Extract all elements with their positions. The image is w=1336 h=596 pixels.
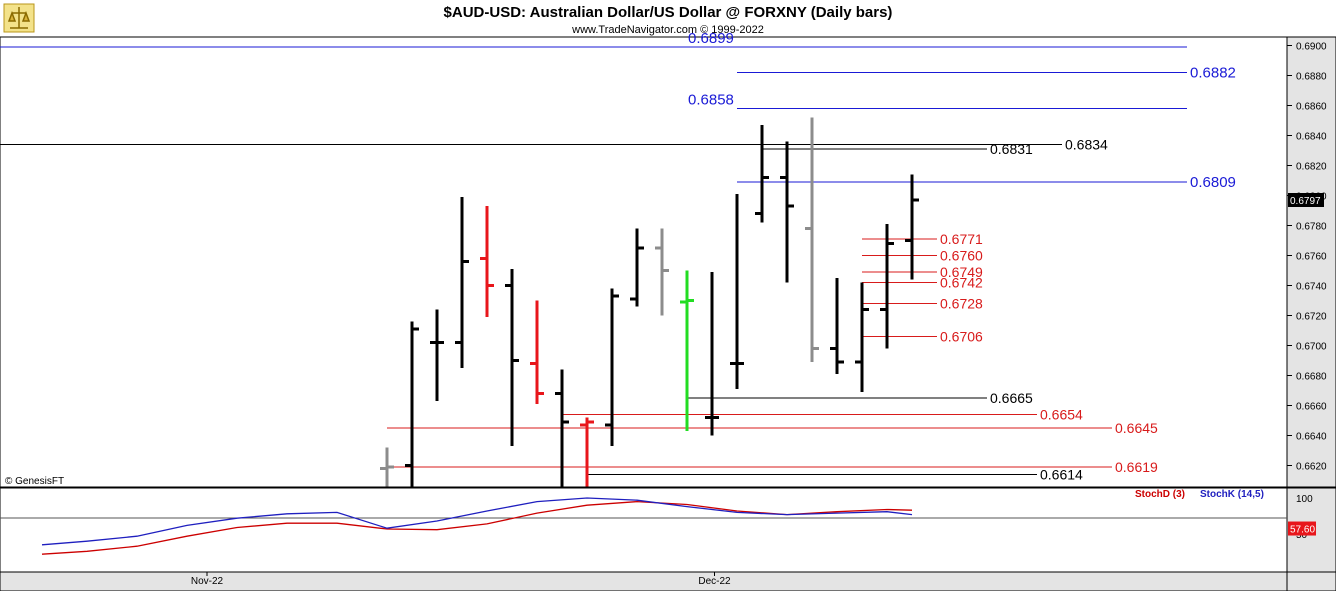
ohlc-bar [405,321,419,487]
copyright-label: © GenesisFT [5,476,64,487]
ohlc-bars [380,117,919,487]
ohlc-bar [805,117,819,362]
level-label-0.6742: 0.6742 [940,275,983,291]
price-tick-label: 0.6760 [1296,252,1327,263]
level-label-0.6614: 0.6614 [1040,467,1083,483]
ohlc-bar [580,417,594,487]
stochastic-last-box [1288,521,1316,536]
level-label-0.6728: 0.6728 [940,296,983,312]
legend-stochd: StochD (3) [1135,489,1185,500]
price-tick-label: 0.6720 [1296,312,1327,323]
ohlc-bar [530,300,544,404]
date-label: Dec-22 [698,576,731,587]
chart-title: $AUD-USD: Australian Dollar/US Dollar @ … [444,4,893,21]
ohlc-bar [855,282,869,392]
stochastic-tick-label: 100 [1296,494,1313,505]
level-label-0.6771: 0.6771 [940,231,983,247]
level-label-0.6645: 0.6645 [1115,420,1158,436]
date-axis-labels: Nov-22 Dec-22 [191,572,731,587]
stochastic-last-label: 57.60 [1290,525,1315,536]
price-tick-label: 0.6640 [1296,432,1327,443]
ohlc-bar [780,141,794,283]
ohlc-bar [830,278,844,374]
date-label: Nov-22 [191,576,224,587]
legend-stochk: StochK (14,5) [1200,489,1264,500]
level-label-0.6619: 0.6619 [1115,459,1158,475]
level-label-0.6899: 0.6899 [688,30,734,47]
price-tick-label: 0.6740 [1296,282,1327,293]
price-axis[interactable] [1286,36,1336,488]
ohlc-bar [905,174,919,280]
last-price-marker: 0.6797 [1288,193,1324,207]
level-label-0.6882: 0.6882 [1190,65,1236,82]
last-price-label: 0.6797 [1290,196,1321,207]
ohlc-bar [605,288,619,446]
ohlc-bar [730,194,744,389]
price-tick-label: 0.6900 [1296,42,1327,53]
ohlc-bar [755,125,769,223]
level-label-0.6706: 0.6706 [940,329,983,345]
price-tick-label: 0.6660 [1296,402,1327,413]
level-label-0.6749: 0.6749 [940,264,983,280]
last-price-box [1288,193,1324,207]
level-label-0.6760: 0.6760 [940,248,983,264]
ohlc-bar [555,369,569,487]
ohlc-bar [705,272,719,436]
ohlc-bar [880,224,894,349]
price-tick-label: 0.6820 [1296,162,1327,173]
ohlc-bar [430,309,444,401]
price-tick-label: 0.6880 [1296,72,1327,83]
stochastic-axis-ticks: 1005057.60 [1288,494,1316,541]
level-label-0.6665: 0.6665 [990,390,1033,406]
price-tick-label: 0.6700 [1296,342,1327,353]
stochastic-series-line [41,497,913,546]
price-tick-label: 0.6780 [1296,222,1327,233]
ohlc-bar [655,228,669,316]
ohlc-bar [380,447,394,487]
trade-navigator-logo[interactable] [3,3,35,33]
ohlc-bar [505,269,519,446]
ohlc-bar [455,197,469,368]
level-label-0.6834: 0.6834 [1065,137,1108,153]
stochastic-legend: StochD (3) StochK (14,5) [1135,489,1264,500]
ohlc-bar [630,228,644,307]
price-tick-label: 0.6860 [1296,102,1327,113]
stochastic-lines [0,497,1287,555]
ohlc-bar [480,206,494,317]
chart-subtitle: www.TradeNavigator.com © 1999-2022 [571,24,764,36]
level-label-0.6831: 0.6831 [990,141,1033,157]
price-tick-label: 0.6620 [1296,462,1327,473]
price-tick-label: 0.6680 [1296,372,1327,383]
level-label-0.6858: 0.6858 [688,92,734,109]
level-label-0.6809: 0.6809 [1190,174,1236,191]
price-tick-label: 0.6840 [1296,132,1327,143]
ohlc-bar [680,270,694,431]
level-label-0.6654: 0.6654 [1040,407,1083,423]
